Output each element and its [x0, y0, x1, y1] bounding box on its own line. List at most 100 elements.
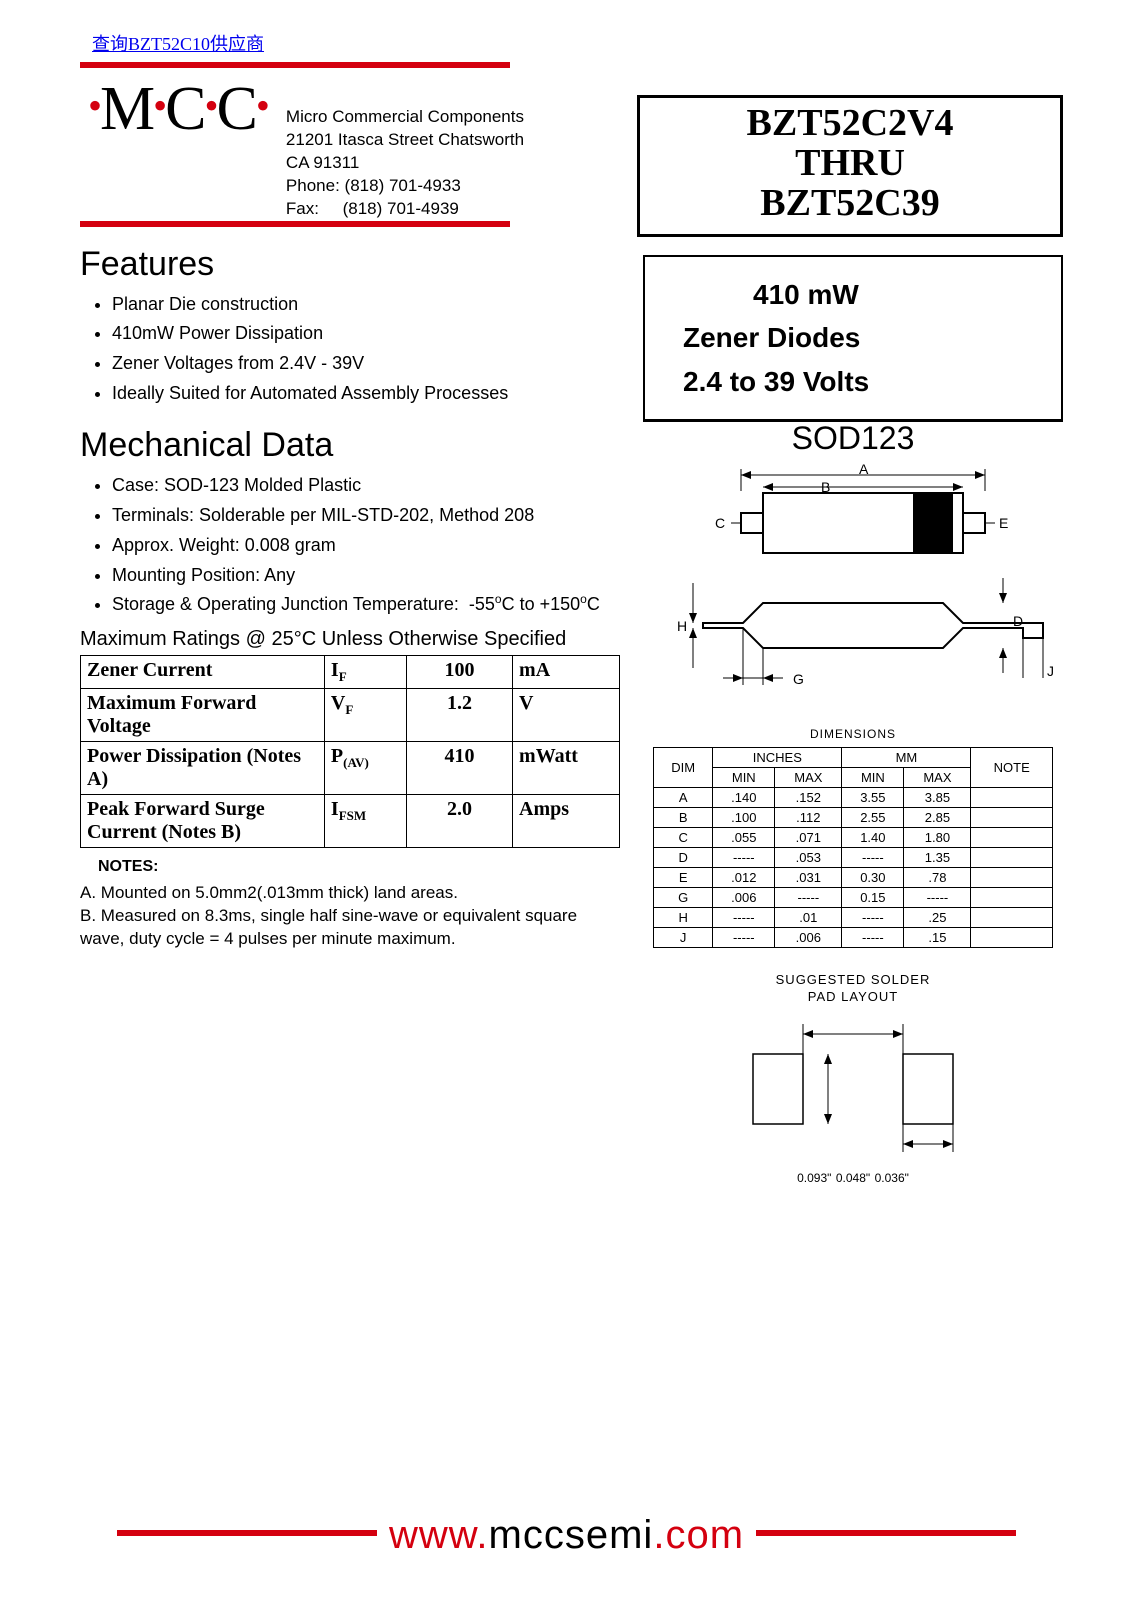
header-mm: MM	[842, 748, 971, 768]
top-part-link[interactable]: 查询BZT52C10供应商	[92, 34, 264, 54]
solder-drawing: 0.093" 0.048" 0.036"	[723, 1014, 983, 1164]
fax-label: Fax:	[286, 199, 319, 218]
dim-cell: B	[654, 808, 713, 828]
dim-cell: E	[654, 868, 713, 888]
dim-cell: -----	[775, 888, 842, 908]
param-cell: Zener Current	[81, 655, 325, 688]
table-row: DIM INCHES MM NOTE	[654, 748, 1053, 768]
table-row: B.100.1122.552.85	[654, 808, 1053, 828]
ratings-table: Zener Current IF 100 mA Maximum Forward …	[80, 655, 620, 848]
table-row: E.012.0310.30.78	[654, 868, 1053, 888]
dim-cell: .140	[713, 788, 775, 808]
header-min: MIN	[842, 768, 904, 788]
dim-cell: 1.40	[842, 828, 904, 848]
header-min: MIN	[713, 768, 775, 788]
dim-cell: 3.85	[904, 788, 971, 808]
company-address: Micro Commercial Components 21201 Itasca…	[286, 106, 524, 221]
dim-cell: .006	[713, 888, 775, 908]
dim-cell: .006	[775, 928, 842, 948]
dim-label-b: B	[821, 479, 830, 495]
dim-cell	[971, 848, 1053, 868]
dim-cell	[971, 928, 1053, 948]
dim-label-d: D	[1013, 613, 1023, 629]
table-row: H-----.01-----.25	[654, 908, 1053, 928]
dim-cell	[971, 828, 1053, 848]
note-b: B. Measured on 8.3ms, single half sine-w…	[80, 905, 620, 951]
title-line1: BZT52C2V4	[640, 104, 1060, 144]
symbol-cell: IF	[324, 655, 406, 688]
dim-cell: .100	[713, 808, 775, 828]
value-cell: 100	[406, 655, 512, 688]
value-cell: 1.2	[406, 688, 512, 741]
dim-cell: .053	[775, 848, 842, 868]
dim-cell: -----	[842, 908, 904, 928]
dim-cell: G	[654, 888, 713, 908]
dim-cell: .15	[904, 928, 971, 948]
dim-cell: .112	[775, 808, 842, 828]
dim-label-a: A	[859, 461, 868, 477]
dim-cell	[971, 888, 1053, 908]
dim-cell: 1.35	[904, 848, 971, 868]
dim-cell: A	[654, 788, 713, 808]
table-row: G.006-----0.15-----	[654, 888, 1053, 908]
value-cell: 2.0	[406, 794, 512, 847]
value-cell: 410	[406, 741, 512, 794]
solder-title1: SUGGESTED SOLDER	[643, 972, 1063, 989]
dim-cell: 2.55	[842, 808, 904, 828]
subtitle-box: 410 mW Zener Diodes 2.4 to 39 Volts	[643, 255, 1063, 422]
dim-cell: -----	[842, 848, 904, 868]
dim-cell: .152	[775, 788, 842, 808]
dim-cell: 1.80	[904, 828, 971, 848]
dim-cell: D	[654, 848, 713, 868]
header-dim: DIM	[654, 748, 713, 788]
solder-dim1: 0.093"	[797, 1171, 831, 1185]
solder-dim3: 0.036"	[875, 1171, 909, 1185]
subtitle-line3: 2.4 to 39 Volts	[683, 360, 1061, 403]
phone-number: (818) 701-4933	[345, 176, 461, 195]
table-row: D-----.053-----1.35	[654, 848, 1053, 868]
dim-cell	[971, 868, 1053, 888]
solder-title2: PAD LAYOUT	[643, 989, 1063, 1006]
rule-bottom	[80, 221, 510, 227]
title-line3: BZT52C39	[640, 184, 1060, 224]
dim-cell: .055	[713, 828, 775, 848]
fax-number: (818) 701-4939	[343, 199, 459, 218]
param-cell: Maximum Forward Voltage	[81, 688, 325, 741]
title-line2: THRU	[640, 144, 1060, 184]
param-cell: Peak Forward Surge Current (Notes B)	[81, 794, 325, 847]
header-max: MAX	[775, 768, 842, 788]
company-addr1: 21201 Itasca Street Chatsworth	[286, 129, 524, 152]
phone-label: Phone:	[286, 176, 340, 195]
header-max: MAX	[904, 768, 971, 788]
dim-label-g: G	[793, 671, 804, 687]
dim-cell: .012	[713, 868, 775, 888]
logo: •M•C•C•	[80, 70, 268, 147]
table-row: Maximum Forward Voltage VF 1.2 V	[81, 688, 620, 741]
dim-cell: -----	[713, 908, 775, 928]
param-cell: Power Dissipation (Notes A)	[81, 741, 325, 794]
unit-cell: Amps	[513, 794, 620, 847]
header-inches: INCHES	[713, 748, 842, 768]
dim-cell	[971, 788, 1053, 808]
header-note: NOTE	[971, 748, 1053, 788]
subtitle-line2: Zener Diodes	[683, 316, 1061, 359]
package-title: SOD123	[643, 420, 1063, 457]
dim-cell: 2.85	[904, 808, 971, 828]
dim-cell: .01	[775, 908, 842, 928]
note-a: A. Mounted on 5.0mm2(.013mm thick) land …	[80, 882, 620, 905]
table-row: Power Dissipation (Notes A) P(AV) 410 mW…	[81, 741, 620, 794]
part-title-box: BZT52C2V4 THRU BZT52C39	[637, 95, 1063, 237]
table-row: Peak Forward Surge Current (Notes B) IFS…	[81, 794, 620, 847]
dim-cell: .031	[775, 868, 842, 888]
solder-dim2: 0.048"	[836, 1171, 870, 1185]
dim-cell: -----	[713, 928, 775, 948]
company-name: Micro Commercial Components	[286, 106, 524, 129]
subtitle-line1: 410 mW	[683, 273, 1061, 316]
dim-cell: 0.30	[842, 868, 904, 888]
table-row: C.055.0711.401.80	[654, 828, 1053, 848]
symbol-cell: P(AV)	[324, 741, 406, 794]
dim-cell	[971, 808, 1053, 828]
dim-cell: .25	[904, 908, 971, 928]
solder-section: SUGGESTED SOLDER PAD LAYOUT	[643, 972, 1063, 1164]
company-addr2: CA 91311	[286, 152, 524, 175]
